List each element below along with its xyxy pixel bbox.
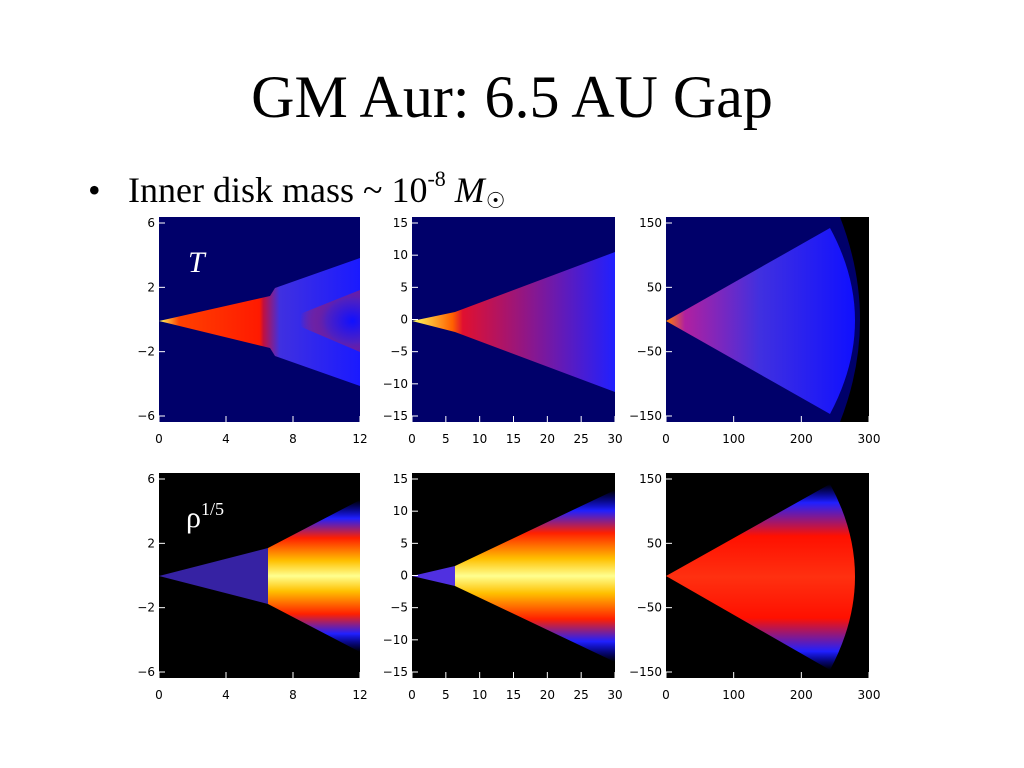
y-tick-label: −10 xyxy=(383,633,408,647)
y-tick-label: 15 xyxy=(393,216,408,230)
y-tick-label: 0 xyxy=(400,313,408,327)
x-tick-label: 30 xyxy=(607,432,622,446)
x-tick-label: 300 xyxy=(858,432,881,446)
x-tick-label: 5 xyxy=(442,432,450,446)
disk-rho-3 xyxy=(666,484,855,670)
x-tick-label: 8 xyxy=(289,688,297,702)
x-tick-label: 300 xyxy=(858,688,881,702)
x-tick-label: 12 xyxy=(352,688,367,702)
y-tick-label: −50 xyxy=(637,601,662,615)
x-tick-label: 8 xyxy=(289,432,297,446)
bullet-symbol: • xyxy=(88,170,101,210)
y-tick-label: 150 xyxy=(639,472,662,486)
x-tick-label: 10 xyxy=(472,688,487,702)
x-tick-label: 15 xyxy=(506,432,521,446)
disk-T-3 xyxy=(666,228,855,414)
x-tick-label: 200 xyxy=(790,688,813,702)
y-tick-label: −15 xyxy=(383,409,408,423)
x-tick-label: 0 xyxy=(662,688,670,702)
x-tick-label: 0 xyxy=(662,432,670,446)
y-tick-label: −2 xyxy=(137,601,155,615)
x-tick-label: 0 xyxy=(155,432,163,446)
y-tick-label: 6 xyxy=(147,216,155,230)
bullet-item: • Inner disk mass ~ 10-8 M☉ xyxy=(88,157,506,223)
x-tick-label: 25 xyxy=(574,688,589,702)
y-tick-label: 2 xyxy=(147,280,155,294)
solar-mass-symbol: M xyxy=(454,170,485,210)
x-tick-label: 100 xyxy=(722,432,745,446)
x-tick-label: 20 xyxy=(540,688,555,702)
disk-rho-2 xyxy=(455,490,615,662)
temperature-label: T xyxy=(188,246,207,279)
y-tick-label: −150 xyxy=(629,409,662,423)
y-tick-label: 5 xyxy=(400,536,408,550)
y-tick-label: 10 xyxy=(393,248,408,262)
y-tick-label: −5 xyxy=(390,345,408,359)
density-label: ρ1/5 xyxy=(186,499,224,534)
disk-T-2 xyxy=(412,252,615,392)
x-tick-label: 100 xyxy=(722,688,745,702)
x-tick-label: 0 xyxy=(155,688,163,702)
y-tick-label: −10 xyxy=(383,377,408,391)
x-tick-label: 15 xyxy=(506,688,521,702)
y-tick-label: 2 xyxy=(147,536,155,550)
x-tick-label: 30 xyxy=(607,688,622,702)
black-edge-T-3 xyxy=(840,217,869,422)
disk-T-1 xyxy=(159,258,360,386)
x-tick-label: 25 xyxy=(574,432,589,446)
y-tick-label: 150 xyxy=(639,216,662,230)
x-tick-label: 5 xyxy=(442,688,450,702)
disk-rho-1-inner xyxy=(159,548,268,604)
y-tick-label: −6 xyxy=(137,409,155,423)
y-tick-label: 50 xyxy=(647,536,662,550)
y-tick-label: 5 xyxy=(400,280,408,294)
x-tick-label: 0 xyxy=(408,688,416,702)
y-tick-label: −5 xyxy=(390,601,408,615)
y-tick-label: −6 xyxy=(137,665,155,679)
sun-symbol: ☉ xyxy=(485,188,506,213)
x-tick-label: 200 xyxy=(790,432,813,446)
disk-rho-1 xyxy=(268,500,360,652)
disk-rho-2-inner xyxy=(412,566,455,586)
x-tick-label: 20 xyxy=(540,432,555,446)
disk-T-1-core xyxy=(285,290,360,352)
x-tick-label: 0 xyxy=(408,432,416,446)
x-tick-label: 4 xyxy=(222,432,230,446)
y-tick-label: −15 xyxy=(383,665,408,679)
y-tick-label: −50 xyxy=(637,345,662,359)
y-tick-label: −150 xyxy=(629,665,662,679)
x-tick-label: 10 xyxy=(472,432,487,446)
y-tick-label: −2 xyxy=(137,345,155,359)
bullet-text: Inner disk mass ~ 10 xyxy=(128,170,428,210)
y-tick-label: 10 xyxy=(393,504,408,518)
y-tick-label: 15 xyxy=(393,472,408,486)
slide-title: GM Aur: 6.5 AU Gap xyxy=(251,64,773,130)
x-tick-label: 4 xyxy=(222,688,230,702)
y-tick-label: 50 xyxy=(647,280,662,294)
bullet-exponent: -8 xyxy=(427,166,446,191)
y-tick-label: 0 xyxy=(400,569,408,583)
x-tick-label: 12 xyxy=(352,432,367,446)
y-tick-label: 6 xyxy=(147,472,155,486)
